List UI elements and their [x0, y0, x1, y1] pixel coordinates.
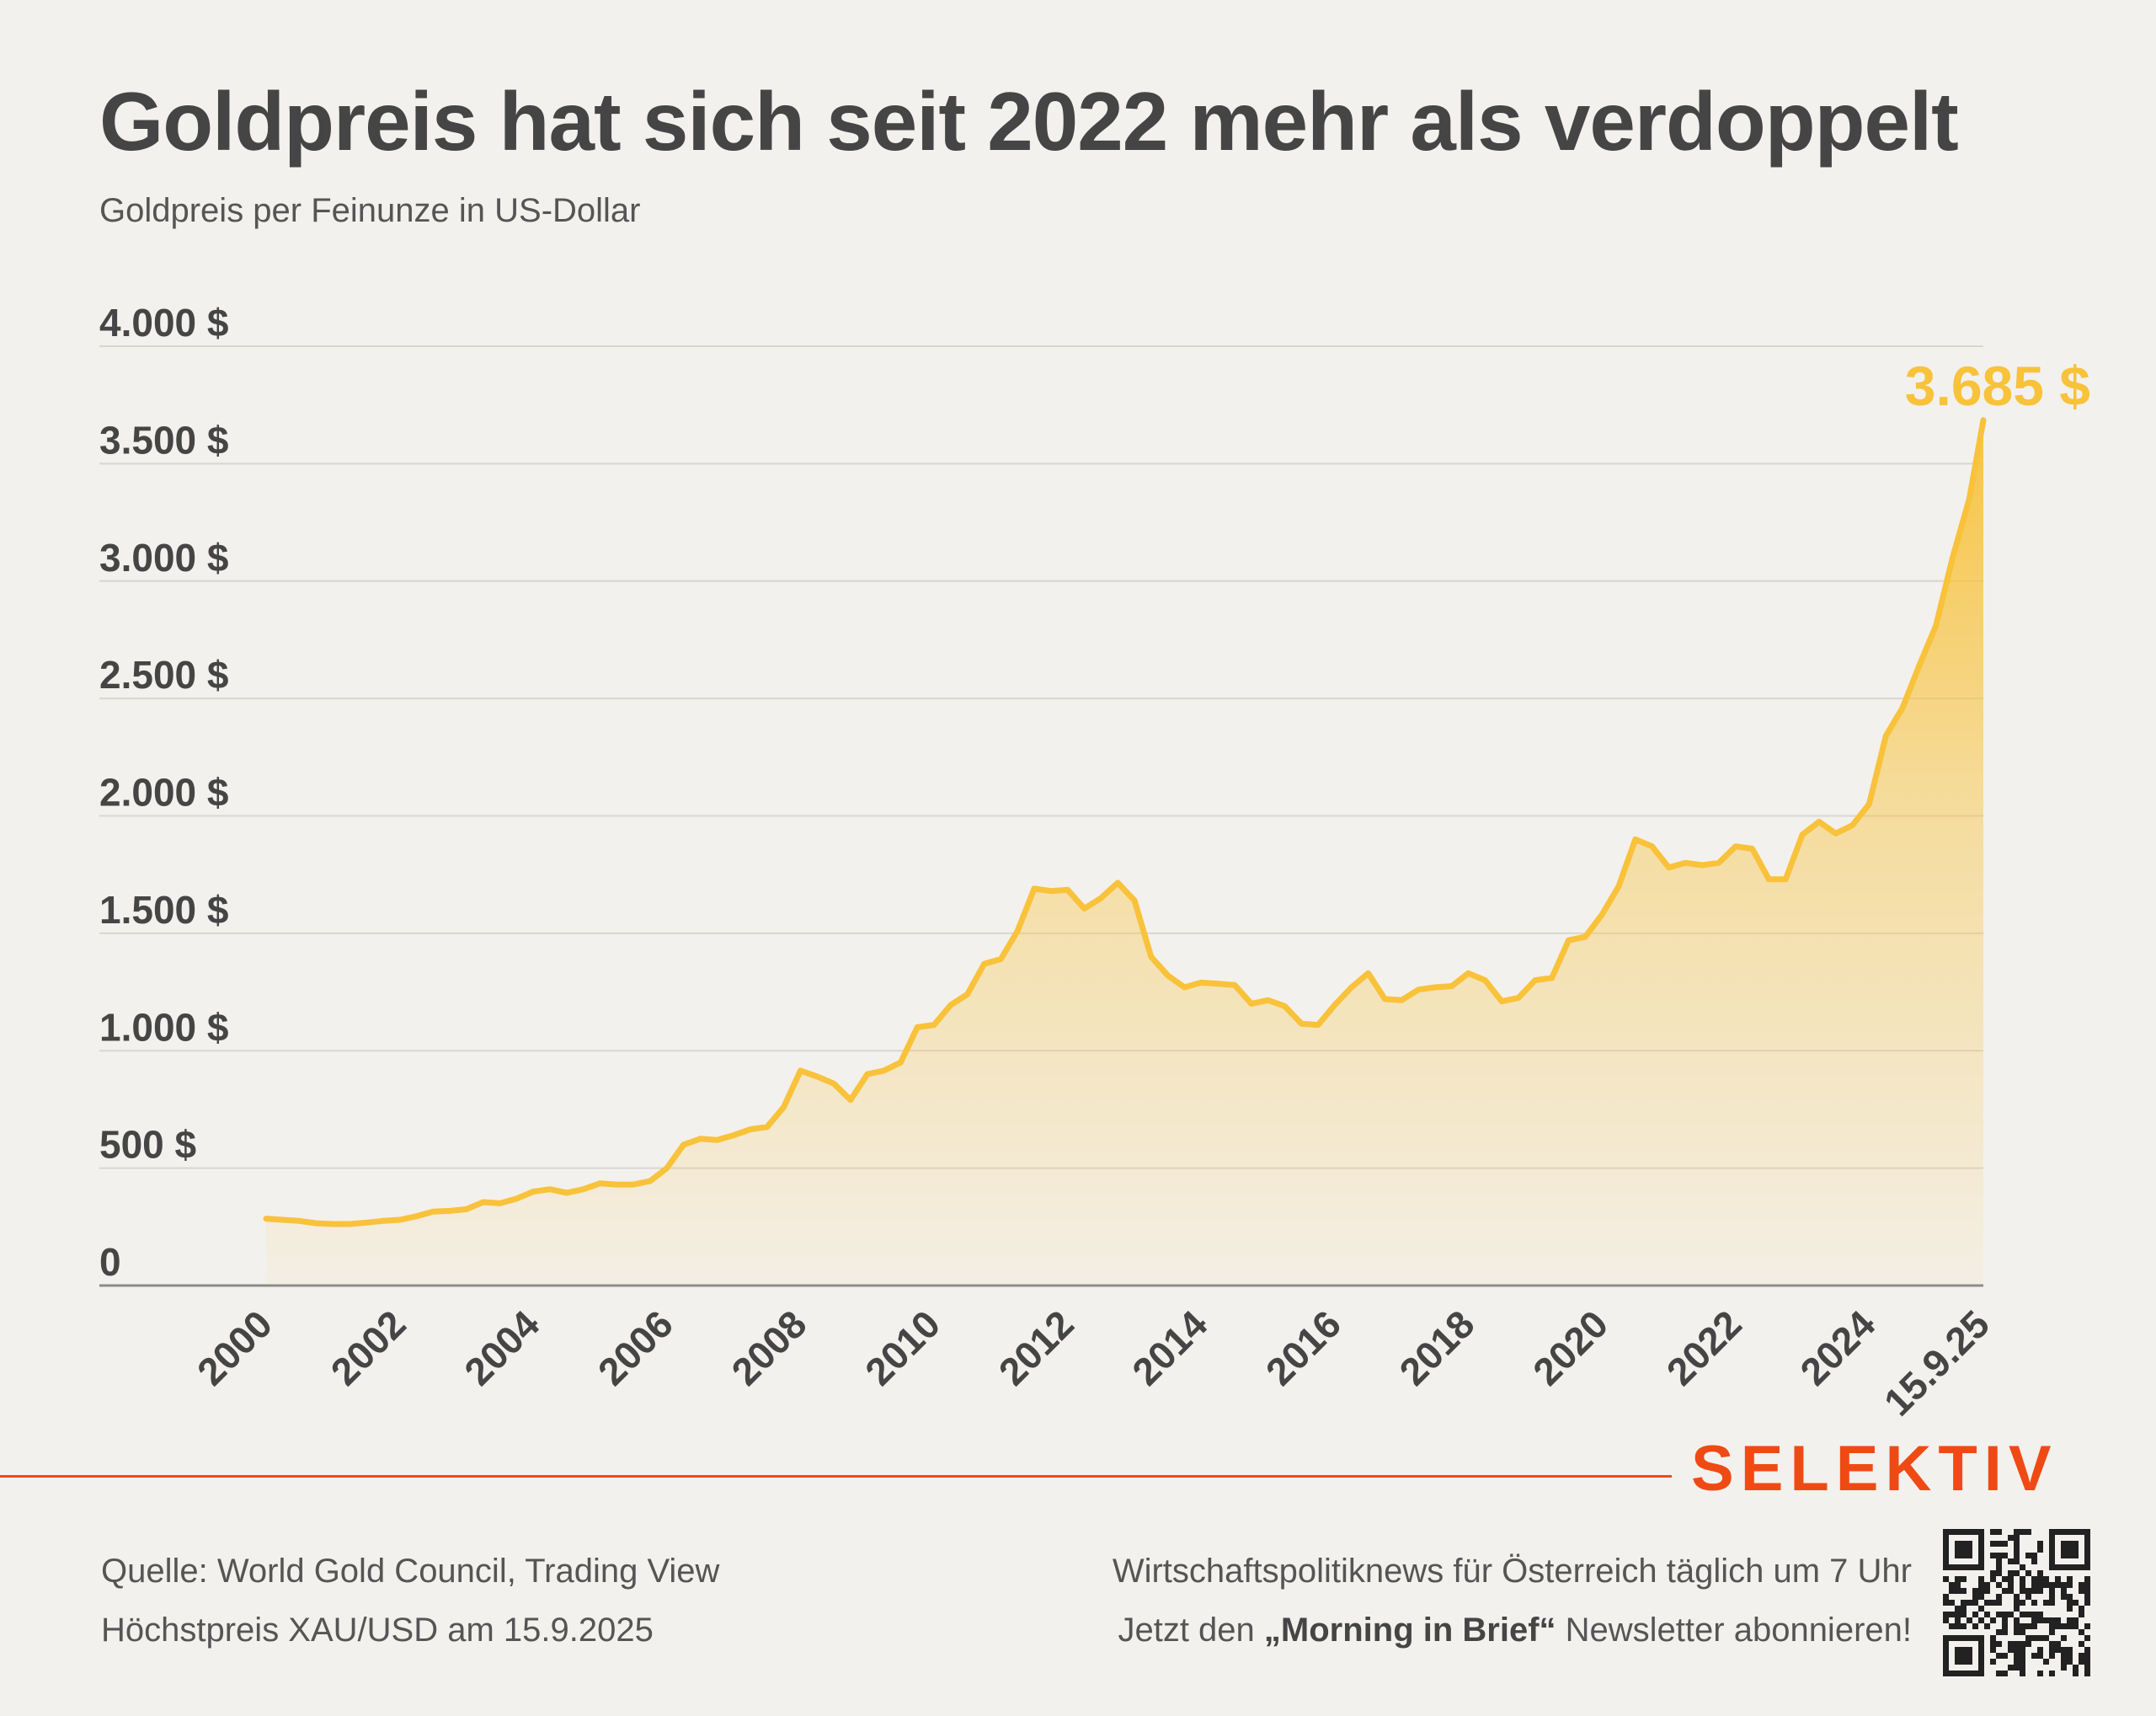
x-tick-label: 2004 [456, 1302, 547, 1393]
promo-line-1: Wirtschaftspolitiknews für Österreich tä… [1112, 1553, 1912, 1590]
y-tick-label: 500 $ [99, 1123, 196, 1167]
qr-code-icon[interactable] [1943, 1529, 2090, 1676]
x-tick-label: 2008 [723, 1302, 814, 1393]
brand-logo: SELEKTIV [1691, 1433, 2058, 1505]
promo-post: Newsletter abonnieren! [1556, 1612, 1912, 1649]
series-line [263, 417, 1987, 1227]
source-text: Quelle: World Gold Council, Trading View [101, 1553, 720, 1590]
area-fill [266, 420, 1983, 1286]
promo-line-2: Jetzt den „Morning in Brief“ Newsletter … [1118, 1612, 1912, 1649]
y-tick-label: 1.000 $ [99, 1005, 228, 1049]
y-tick-label: 2.000 $ [99, 771, 228, 815]
y-tick-label: 3.500 $ [99, 418, 228, 462]
y-tick-label: 1.500 $ [99, 888, 228, 932]
end-value-label: 3.685 $ [1905, 355, 2090, 417]
y-tick-label: 3.000 $ [99, 536, 228, 580]
x-tick-label: 2006 [590, 1302, 681, 1393]
x-tick-label: 2022 [1658, 1302, 1750, 1393]
x-tick-label: 2014 [1123, 1302, 1215, 1393]
chart-title: Goldpreis hat sich seit 2022 mehr als ve… [99, 75, 1959, 168]
y-tick-label: 0 [99, 1240, 121, 1284]
x-tick-label: 2012 [990, 1302, 1082, 1393]
x-tick-label: 2002 [323, 1302, 414, 1393]
x-tick-label: 2000 [189, 1302, 280, 1393]
promo-newsletter-name: „Morning in Brief“ [1263, 1612, 1556, 1649]
x-tick-label: 2010 [857, 1302, 948, 1393]
x-tick-label: 2020 [1524, 1302, 1616, 1393]
note-text: Höchstpreis XAU/USD am 15.9.2025 [101, 1612, 654, 1649]
promo-pre: Jetzt den [1118, 1612, 1264, 1649]
footer-divider [0, 1475, 1672, 1478]
chart-subtitle: Goldpreis per Feinunze in US-Dollar [99, 192, 641, 229]
x-tick-label: 15.9.25 [1876, 1302, 1998, 1424]
x-tick-label: 2024 [1791, 1302, 1883, 1393]
gold-price-chart: 0 500 $ 1.000 $ 1.500 $ 2.000 $ 2.500 $ 3.000 … [99, 301, 2090, 1425]
x-tick-label: 2018 [1390, 1302, 1482, 1393]
y-tick-label: 2.500 $ [99, 653, 228, 697]
y-tick-label: 4.000 $ [99, 301, 228, 345]
x-tick-label: 2016 [1257, 1302, 1349, 1393]
